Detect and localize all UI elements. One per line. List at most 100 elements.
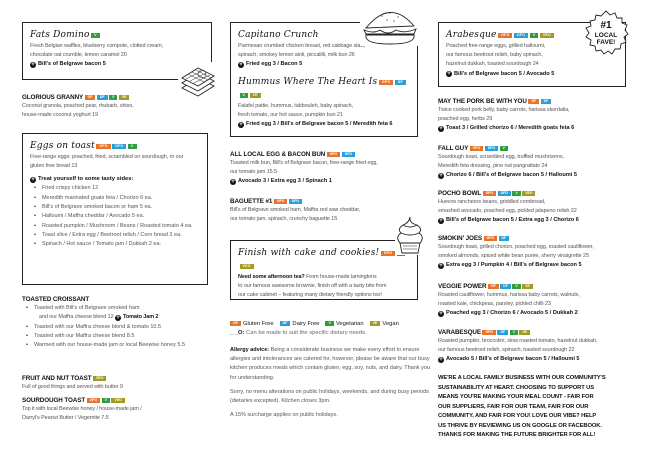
item-title: SMOKIN' JOES GFO DF [438,234,628,243]
plus-circle-icon: + [438,172,444,179]
menu-section-pocho: POCHO BOWL GFO DFO V VEO Huevos rancheros bea… [438,189,628,226]
add-on-inline: + Tomato Jam 2 [115,314,158,321]
menu-item: TOASTED CROISSANTToasted with Bill's of … [22,295,212,350]
item-description: poached egg, herbs 29 [438,116,493,123]
legend-label: Gluten Free [243,321,274,327]
badge-ve: VE [369,321,381,326]
plus-circle-icon: + [438,356,444,363]
badge-gfo: GFO [482,191,497,196]
item-description: to our famous awesome brownie, finish of… [238,283,387,290]
item-title: ALL LOCAL EGG & BACON BUN GFO DFO [230,150,420,159]
add-on-text: Bill's of Belgrave bacon 5 / Extra egg 3… [446,217,579,224]
item-name: Eggs on toast [30,141,95,151]
add-on-line: + Fried egg 3 / Bacon 5 [238,60,411,70]
item-name: VEGGIE POWER [438,283,487,290]
item-description: Sourdough toast, grilled chorizo, poache… [438,244,594,250]
item-name: MAY THE PORK BE WITH YOU [438,98,527,105]
item-description: Roasted cauliflower, hummus, harissa bab… [438,292,580,298]
item-title: VARABESQUE GFO DF V VE [438,328,628,337]
item-description: Roasted pumpkin, broccolini, slow roaste… [438,338,598,344]
badge-dfo: DFO [484,146,499,151]
item-description: Falafel pattie, hummus, tabbouleh, baby … [238,102,354,109]
soft-serve-icon [395,215,425,255]
add-on-line: + Extra egg 3 / Pumpkin 4 / Bill's of Bel… [438,261,628,271]
item-name: VARABESQUE [438,329,481,336]
list-item: Warmed with our house-made jam or local … [26,341,212,350]
community-line: COMMUNITY, AND FAIR FOR YOU! LOVE OUR VI… [438,413,597,419]
badge-gfo: GFO [273,199,288,204]
menu-item: FALL GUY GFO DFO V Sourdough toast, scramble… [438,144,628,181]
menu-section-smokin: SMOKIN' JOES GFO DF Sourdough toast, grille… [438,234,628,271]
badge-df: DF [540,99,552,104]
community-line: MEANS YOU'RE MAKING YOUR MEAL COUNT - FA… [438,394,594,400]
item-description: roasted kale, chickpeas, parsley, pickle… [438,301,551,308]
item-description: our famous beetroot relish, baby spinach… [446,52,543,59]
item-title: SOURDOUGH TOAST GFO V VEO [22,396,212,405]
item-name: Hummus Where The Heart Is [238,76,378,87]
badge-gfo: GFO [96,144,111,149]
menu-item: Eggs on toast GFO DFO V Free-range eggs: poa… [30,140,201,249]
badge-gfo: GFO [380,251,396,256]
badge-v: V [325,321,334,326]
legend-row: GF Gluten Free DF Dairy Free V Vegetarian VE Ve… [230,320,430,329]
badge-dfo: DFO [513,33,529,38]
badge-gfo: GFO [483,236,498,241]
plus-circle-icon: + [238,121,244,128]
item-title: Arabesque GFO DFO V VEO [446,29,619,42]
menu-section-varabesque: VARABESQUE GFO DF V VE Roasted pumpkin, brocc… [438,328,628,365]
badge-dfo: DFO [341,152,356,157]
list-item: Toasted with our Maffra cheese blend & t… [26,323,212,332]
menu-section-capitano: Capitano Crunch Parmesan crumbed chicken … [230,22,418,137]
plus-circle-icon: + [438,125,444,132]
item-title: TOASTED CROISSANT [22,295,212,304]
community-line: WE'RE A LOCAL FAMILY BUSINESS WITH OUR C… [438,375,606,381]
plus-circle-icon: + [438,310,444,317]
item-description: our tomato jam 15.5 [230,169,278,176]
badge-ve: VE [519,330,530,335]
menu-section-allegg: ALL LOCAL EGG & BACON BUN GFO DFO Toasted m… [230,150,420,187]
list-item: Toast slice / Extra egg / Beetroot relis… [34,231,201,240]
item-name: BAGUETTE #1 [230,198,273,205]
add-on-line: + Fried egg 3 / Bill's of Belgrave bacon … [238,120,411,130]
list-item: Toasted with Bill's of Belgrave smoked h… [26,304,212,313]
item-description: Sourdough toast, scrambled egg, truffled… [438,154,564,160]
add-on-text: Extra egg 3 / Pumpkin 4 / Bill's of Belg… [446,262,582,269]
item-description: our tomato jam, spinach, crunchy baguett… [230,216,338,223]
badge-veo: VEO [239,264,254,269]
add-on-text: Poached egg 3 / Chorizo 6 / Avocado 5 / … [446,310,578,317]
holiday-notice: Sorry, no menu alterations on public hol… [230,388,429,405]
item-name: GLORIOUS GRANNY [22,94,84,101]
community-line: SUSTAINABILITY AT HEART. CHOOSING TO SUP… [438,384,595,391]
badge-gfo: GFO [469,146,484,151]
surcharge-notice: A 15% surcharge applies on public holida… [230,412,338,419]
badge-gf: GF [528,99,540,104]
list-item: Toasted with our Maffra cheese blend 8.5 [26,332,212,341]
plus-circle-icon: + [438,217,444,224]
menu-item: Hummus Where The Heart Is GFO DF V VE Falafel… [238,76,411,130]
continued-text: and our Maffra cheese blend 12 [39,314,115,321]
badge-veo: VEO [522,191,536,196]
menu-item: VEGGIE POWER GF DF V VE Roasted cauliflower, … [438,282,628,319]
menu-item: Finish with cake and cookies! GFO VVEO Need… [238,247,411,301]
badge-v: V [512,284,521,289]
badge-v: V [127,144,137,149]
menu-section-fruit: FRUIT AND NUT TOAST VEO Full of good thing… [22,374,212,392]
badge-gf: GF [487,284,499,289]
item-description: Toasted milk bun, Bill's of Belgrave bac… [230,160,378,166]
item-description: smashed avocado, poached egg, pickled ja… [438,208,577,215]
menu-item: VARABESQUE GFO DF V VE Roasted pumpkin, brocc… [438,328,628,365]
badge-v: V [512,191,521,196]
badge-gfo: GFO [86,398,101,403]
item-description: Top it with local Beewise honey / house-… [22,406,142,412]
menu-section-baguette: BAGUETTE #1 GFO DFO Bill's of Belgrave smok… [230,197,420,224]
item-title: FALL GUY GFO DFO V [438,144,628,153]
item-description: Coconut granola, poached pear, rhubarb, … [22,103,134,109]
item-description: Twice cooked pork belly, baby carrots, h… [438,107,570,113]
item-title: Capitano Crunch [238,29,411,42]
sides-heading: + Treat yourself to some tasty sides: [30,174,201,184]
item-name: POCHO BOWL [438,190,482,197]
item-title: MAY THE PORK BE WITH YOU GF DF [438,97,628,106]
item-name: Finish with cake and cookies! [238,248,380,258]
menu-section-croissant: TOASTED CROISSANTToasted with Bill's of … [22,295,212,350]
badge-ve: VE [118,95,130,100]
